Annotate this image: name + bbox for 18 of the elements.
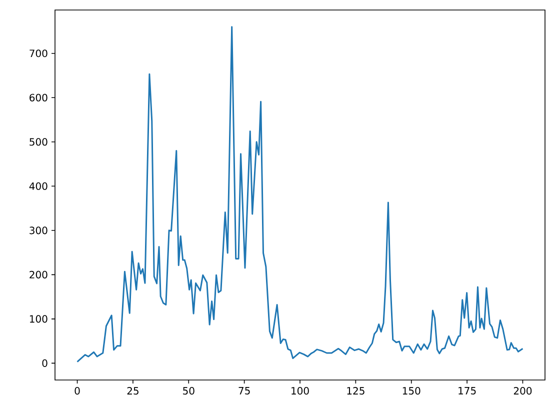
line-series xyxy=(76,26,524,363)
y-tick-label: 300 xyxy=(30,226,48,234)
y-tick-label: 0 xyxy=(42,359,48,367)
x-tick-label: 50 xyxy=(183,387,194,395)
y-tick-label: 400 xyxy=(29,182,48,190)
x-tick-label: 25 xyxy=(127,387,138,395)
x-tick-label: 0 xyxy=(74,387,80,395)
y-tick-label: 700 xyxy=(30,50,48,58)
x-tick-label: 100 xyxy=(292,387,309,395)
y-tick-label: 100 xyxy=(30,315,48,323)
y-tick-label: 600 xyxy=(30,94,48,102)
x-tick-label: 175 xyxy=(458,387,476,394)
y-tick-label: 500 xyxy=(30,138,48,146)
x-tick-label: 150 xyxy=(402,387,420,395)
x-tick-label: 125 xyxy=(347,387,364,395)
y-tick-label: 200 xyxy=(30,270,48,278)
x-tick-label: 75 xyxy=(238,387,250,394)
x-tick-label: 200 xyxy=(514,387,532,395)
